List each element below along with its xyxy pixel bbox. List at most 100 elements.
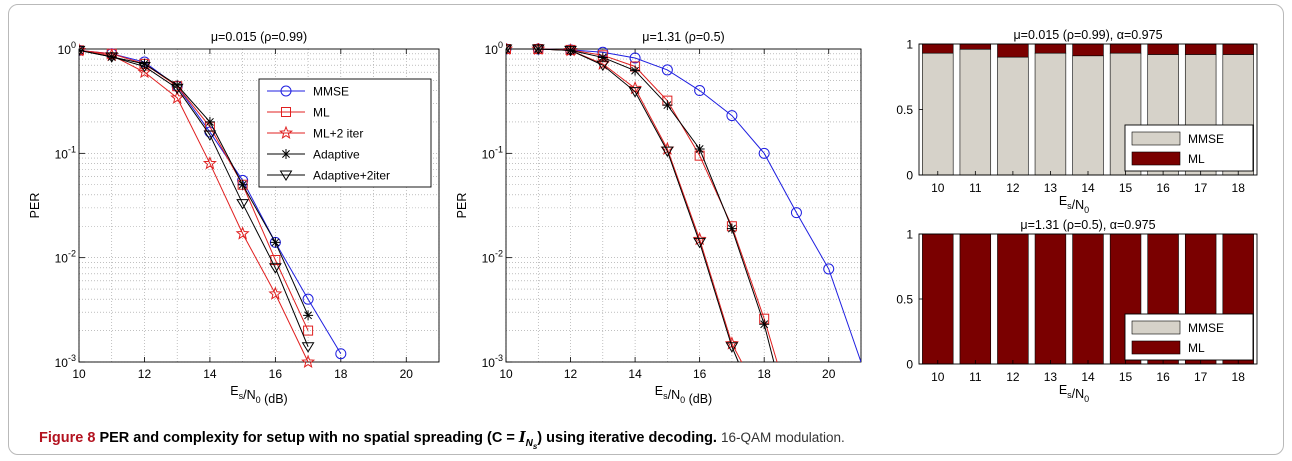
x-tick-label: 16 [1156,370,1170,384]
bar-ml [997,43,1029,58]
legend-swatch [1131,131,1181,146]
data-point-circle [694,85,706,97]
x-axis-label: Es/N0 (dB) [655,384,712,406]
bar-ml [1034,233,1067,365]
complexity-chart-2: 10 11 12 13 14 15 16 17 18 0 0.5 1 μ=1.31 (ρ=0.5), α… [896,218,1258,404]
caption-description: 16-QAM modulation. [721,430,845,445]
y-tick-label: 10-3 [482,353,503,370]
data-point-asterisk [759,319,770,330]
data-point-triangle [170,83,184,95]
x-tick-label: 14 [203,367,217,381]
data-point-star [301,354,316,368]
data-point-asterisk [597,52,608,63]
series-group [506,43,861,363]
y-tick-label: 10-2 [482,249,503,266]
plot-frame [78,48,440,363]
x-tick-label: 15 [1119,370,1133,384]
data-point-star [202,156,217,170]
data-point-triangle [628,87,642,98]
x-axis-label: Es/N0 [1059,194,1089,215]
y-tick-label: 0 [906,358,913,372]
data-point-circle [726,110,738,122]
data-point-triangle [564,45,577,57]
series-line-adaptive-2iter [79,49,309,347]
data-point-triangle [236,199,250,210]
complexity-chart-1: 10 11 12 13 14 15 16 17 18 0 0.5 1 μ=0.015 (ρ=0.99),… [896,28,1258,215]
y-axis-label: PER [455,193,469,219]
legend-entry: ML [1188,341,1205,355]
x-tick-label: 16 [1156,181,1170,195]
legend-swatch [1131,320,1181,335]
x-axis-label: Es/N0 (dB) [230,384,287,406]
data-point-asterisk [204,116,215,127]
chart-title: μ=0.015 (ρ=0.99) [211,30,307,44]
data-point-triangle [531,44,545,55]
x-tick-label: 12 [1006,370,1020,384]
plot-frame [918,233,1258,365]
per-chart-1: 10 12 14 16 18 20 100 10-1 10-2 10-3 μ=0.015 (ρ=0.… [28,30,440,406]
legend-marker-circle [280,85,292,97]
legend-entry: MMSE [1188,321,1224,335]
legend-entry: MMSE [313,85,349,99]
data-point-triangle [506,44,513,55]
data-point-square [303,325,314,336]
data-point-star [170,90,185,104]
series-line-mmse [79,49,342,354]
y-tick-label: 100 [58,40,76,57]
data-point-asterisk [726,223,737,234]
y-axis-label: PER [28,193,42,219]
caption-math: C = INs [492,429,537,451]
data-point-asterisk [172,80,183,91]
legend-marker-triangle [279,170,293,181]
bar-mmse [959,48,992,176]
x-tick-label: 14 [628,367,642,381]
figure-panel: 10 12 14 16 18 20 100 10-1 10-2 10-3 μ=0.015 (ρ=0.… [8,4,1284,455]
caption-label: Figure 8 [39,430,96,446]
chart-title: μ=0.015 (ρ=0.99), α=0.975 [1013,28,1162,42]
x-tick-label: 13 [1044,370,1058,384]
caption-title-after: ) using iterative decoding. [537,430,717,446]
series-line-ml [79,49,309,331]
plot-area [506,49,861,362]
data-point-triangle [203,130,217,141]
data-point-circle [823,263,835,275]
legend-swatch [1131,340,1181,355]
x-tick-label: 17 [1194,181,1208,195]
x-tick-label: 16 [269,367,283,381]
data-point-triangle [138,61,151,73]
data-point-asterisk [270,237,281,248]
bar-mmse [997,56,1029,176]
y-tick-label: 0.5 [896,293,913,307]
legend-entry: Adaptive [313,148,360,162]
x-tick-label: 18 [1232,181,1246,195]
x-tick-label: 14 [1081,181,1095,195]
plot-frame [918,43,1258,176]
legend-entry: ML [313,106,330,120]
bar-ml [959,43,992,50]
caption-math-subsub: s [532,441,538,451]
bar-ml [1184,43,1217,55]
x-tick-label: 14 [1081,370,1095,384]
bar-ml [997,233,1029,365]
x-tick-label: 12 [1006,181,1020,195]
bar-mmse [1072,55,1104,176]
legend-entry: ML [1188,152,1205,166]
data-point-star [595,56,610,70]
x-tick-label: 18 [1232,370,1246,384]
data-point-triangle [725,342,739,353]
data-point-star [628,80,643,95]
data-point-asterisk [303,310,314,321]
chart-title: μ=1.31 (ρ=0.5), α=0.975 [1020,218,1155,232]
bar-ml [1147,43,1179,55]
per-chart-2: 10 12 14 16 18 20 100 10-1 10-2 10-3 μ=1.31 (ρ=0.5… [455,30,862,406]
x-axis-label: Es/N0 [1059,383,1089,404]
x-tick-label: 18 [334,367,348,381]
x-tick-label: 12 [138,367,152,381]
data-point-asterisk [237,179,248,190]
series-group [79,43,347,368]
data-point-asterisk [630,65,641,76]
bar-ml [922,43,954,54]
x-tick-label: 12 [564,367,578,381]
data-point-asterisk [662,100,673,111]
